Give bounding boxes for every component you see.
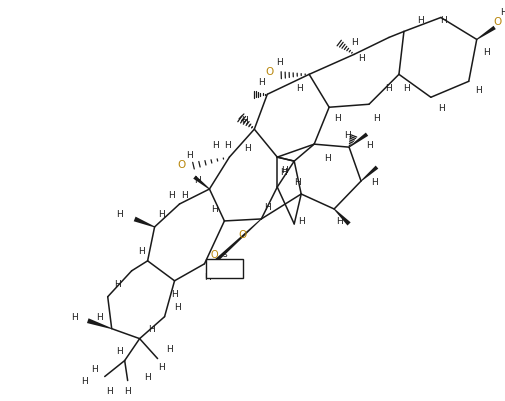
Text: H: H (439, 16, 446, 25)
Text: H: H (71, 312, 78, 321)
Polygon shape (208, 219, 261, 269)
Text: H: H (280, 165, 287, 174)
Text: H: H (211, 205, 217, 214)
Text: O: O (177, 160, 185, 170)
Polygon shape (193, 176, 210, 190)
Text: H: H (295, 83, 302, 93)
Text: H: H (438, 103, 444, 112)
Text: H: H (417, 16, 423, 25)
Text: H: H (365, 140, 372, 149)
Text: H: H (240, 115, 247, 124)
Polygon shape (360, 166, 378, 182)
Text: H: H (106, 386, 113, 395)
Polygon shape (333, 209, 350, 226)
Text: H: H (186, 150, 192, 159)
Text: H: H (138, 247, 145, 256)
Text: H: H (158, 362, 165, 371)
Text: H: H (144, 372, 150, 381)
Polygon shape (348, 133, 368, 148)
Text: H: H (474, 85, 481, 95)
Text: H: H (275, 58, 282, 67)
Text: H: H (171, 290, 178, 298)
Text: H: H (168, 190, 175, 199)
Text: H: H (333, 113, 340, 122)
Text: H: H (264, 203, 270, 212)
Polygon shape (87, 318, 112, 329)
Text: H: H (279, 167, 286, 176)
Text: H: H (224, 140, 230, 149)
Text: H: H (181, 190, 187, 199)
Text: H: H (357, 54, 364, 63)
FancyBboxPatch shape (206, 260, 242, 279)
Text: O: O (265, 67, 273, 77)
Text: H: H (323, 153, 330, 162)
Text: H: H (403, 83, 410, 93)
Text: H: H (148, 324, 155, 333)
Text: H: H (258, 78, 264, 87)
Text: H: H (482, 48, 489, 57)
Polygon shape (476, 27, 495, 41)
Text: H: H (158, 210, 165, 219)
Text: H: H (373, 113, 380, 122)
Text: H: H (343, 130, 350, 139)
Text: H: H (293, 177, 300, 186)
Text: H: H (194, 175, 200, 184)
Text: O: O (210, 249, 218, 259)
Text: H: H (96, 312, 103, 321)
Text: H: H (91, 364, 98, 373)
Text: H: H (297, 217, 304, 226)
Text: H: H (204, 273, 211, 282)
Text: O: O (238, 229, 246, 239)
Text: H: H (166, 344, 173, 353)
Text: H: H (350, 38, 357, 47)
Text: H: H (116, 210, 123, 219)
Text: H: H (114, 279, 121, 289)
Text: H: H (81, 376, 88, 385)
Text: H: H (385, 83, 391, 93)
Text: H: H (212, 140, 218, 149)
Text: s: s (222, 250, 226, 259)
Text: H: H (370, 177, 377, 186)
Polygon shape (133, 217, 155, 228)
Text: H: H (243, 143, 250, 152)
Text: O: O (492, 17, 501, 27)
Text: H: H (335, 217, 342, 226)
Text: H: H (116, 346, 123, 355)
Text: H: H (124, 386, 131, 395)
Text: H: H (499, 8, 505, 17)
Text: H: H (174, 302, 181, 312)
